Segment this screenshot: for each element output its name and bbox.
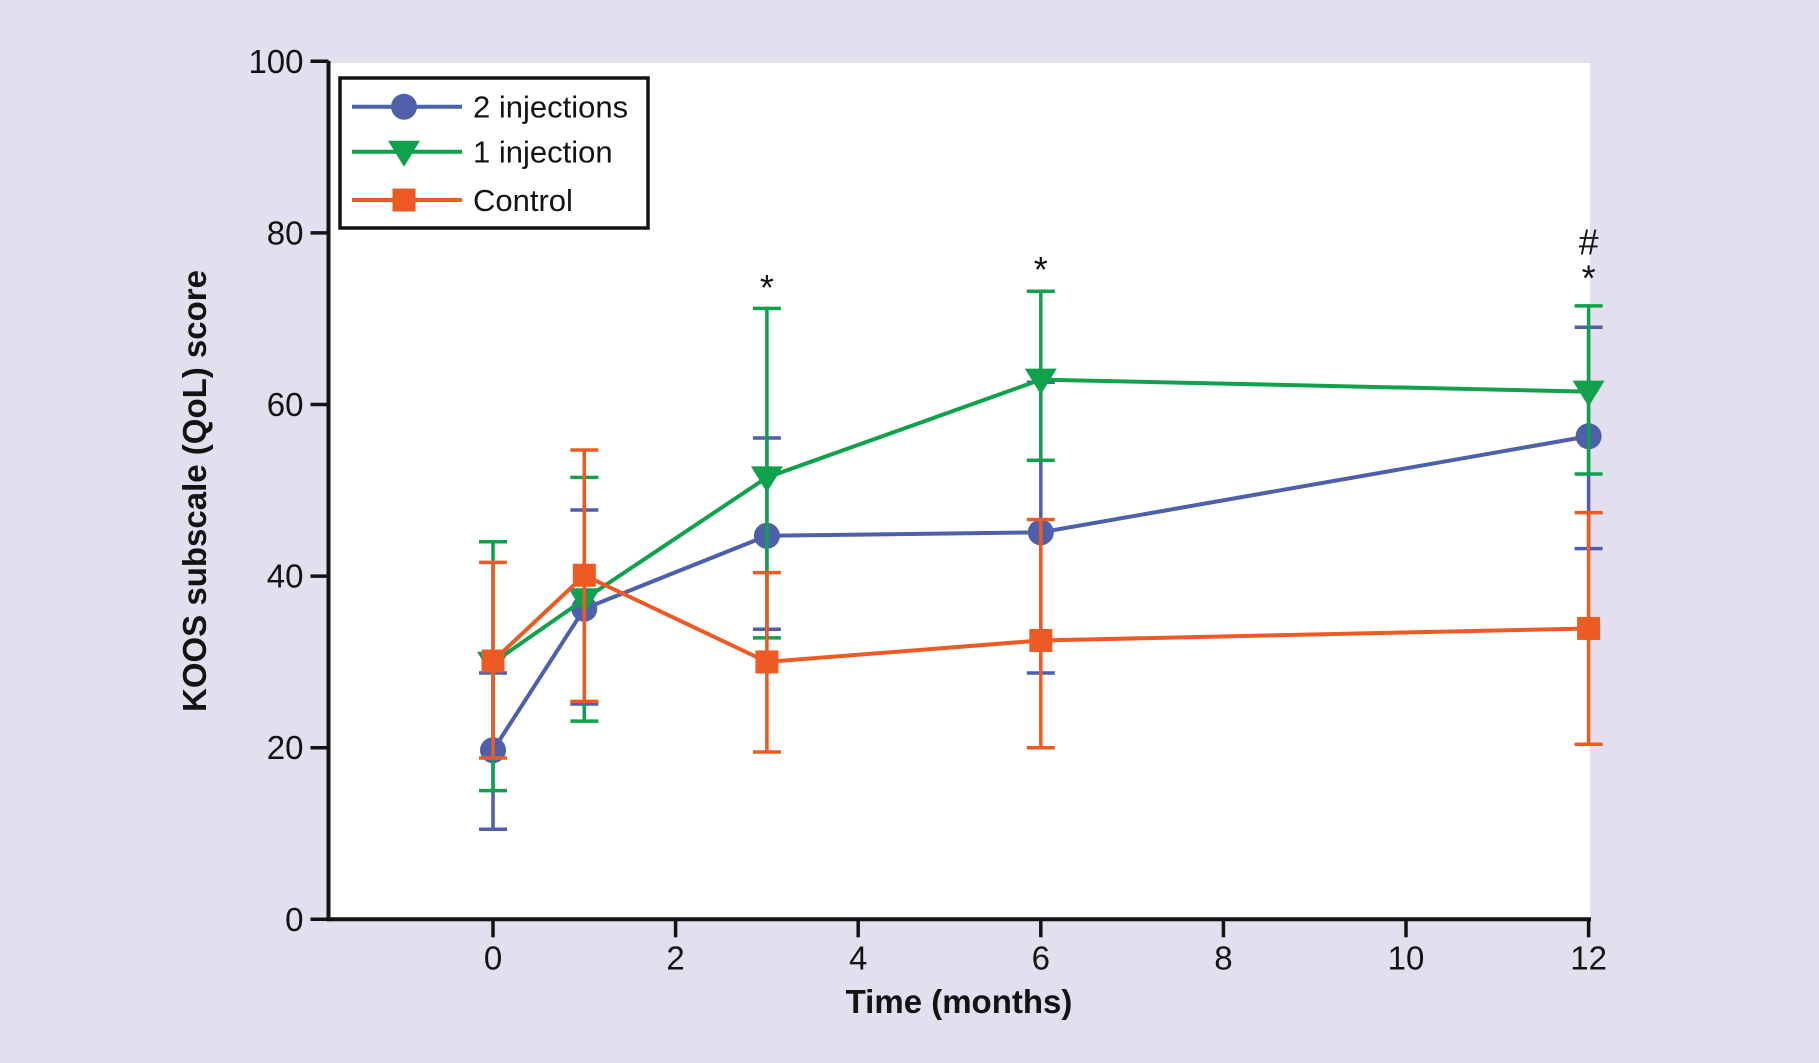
legend-marker xyxy=(392,188,416,212)
y-tick-label: 20 xyxy=(267,729,304,766)
data-point-marker xyxy=(572,563,596,587)
significance-annotation: * xyxy=(1582,257,1596,298)
x-tick-label: 0 xyxy=(484,939,502,976)
data-point-marker xyxy=(481,649,505,673)
significance-annotation: * xyxy=(760,267,774,308)
data-point-marker xyxy=(1024,368,1057,395)
data-point-marker xyxy=(1572,380,1605,407)
x-tick-label: 4 xyxy=(849,939,867,976)
x-tick-label: 8 xyxy=(1214,939,1232,976)
x-axis: 0 2 4 6 8 10 12 xyxy=(484,919,1607,976)
legend-item-2-injections: 2 injections xyxy=(352,90,628,125)
legend-label: Control xyxy=(473,183,573,218)
y-tick-label: 0 xyxy=(285,901,303,938)
x-tick-label: 10 xyxy=(1388,939,1425,976)
y-tick-label: 100 xyxy=(248,43,303,80)
y-tick-label: 60 xyxy=(267,386,304,423)
legend-marker xyxy=(388,140,420,167)
legend-label: 1 injection xyxy=(473,135,613,170)
significance-annotation: * xyxy=(1034,249,1048,290)
data-point-marker xyxy=(1577,616,1601,640)
data-point-marker xyxy=(755,650,779,674)
x-tick-label: 6 xyxy=(1032,939,1050,976)
x-tick-label: 12 xyxy=(1570,939,1607,976)
legend-item-1-injection: 1 injection xyxy=(352,135,613,170)
data-point-marker xyxy=(1029,628,1053,652)
y-axis-title: KOOS subscale (QoL) score xyxy=(176,270,213,712)
legend-item-control: Control xyxy=(352,183,573,218)
significance-annotation: # xyxy=(1579,221,1599,262)
x-axis-title: Time (months) xyxy=(846,983,1073,1020)
x-tick-label: 2 xyxy=(666,939,684,976)
legend-marker xyxy=(391,93,417,120)
series-control xyxy=(479,448,1603,760)
legend: 2 injections 1 injection Control xyxy=(338,76,650,230)
data-point-marker xyxy=(750,466,783,493)
y-tick-label: 80 xyxy=(267,214,304,251)
y-tick-label: 40 xyxy=(267,558,304,595)
legend-label: 2 injections xyxy=(473,90,628,125)
y-axis: 0 20 40 60 80 100 xyxy=(248,43,329,938)
